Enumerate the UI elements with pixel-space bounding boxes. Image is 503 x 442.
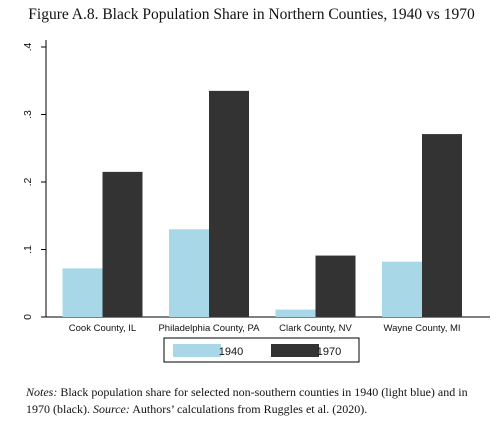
source-text: Authors’ calculations from Ruggles et al… [129,402,368,416]
legend-swatch-1970 [271,344,319,357]
notes-text: Black population share for selected non-… [26,385,468,416]
bar-1940-3 [382,261,422,317]
source-label: Source: [92,402,130,416]
x-tick-label: Philadelphia County, PA [158,323,260,334]
bar-chart: 0 .1 .2 .3 .4 Cook County, IL Philadelphia Co… [22,40,490,363]
figure-notes: Notes: Black population share for select… [26,384,488,418]
bar-1970-1 [209,90,249,317]
y-tick-label: .4 [22,42,34,51]
figure-title: Figure A.8. Black Population Share in No… [28,6,475,23]
legend-box [163,337,360,363]
y-tick-label: 0 [22,314,34,320]
y-tick-label: .3 [22,110,34,119]
x-tick-label: Clark County, NV [279,323,352,334]
bar-1940-0 [62,268,103,317]
bar-1940-2 [275,309,316,317]
y-tick-label: .1 [22,245,34,254]
bar-1940-1 [169,229,209,317]
legend-label-1970: 1970 [317,346,341,358]
bar-1970-3 [422,134,462,317]
legend-label-1940: 1940 [219,346,243,358]
bars [62,90,462,317]
bar-1970-2 [315,255,356,317]
x-tick-labels: Cook County, IL Philadelphia County, PA Cl… [69,323,461,334]
legend-swatch-1940 [173,344,221,357]
y-tick-label: .2 [22,177,34,186]
notes-label: Notes: [26,385,58,399]
x-tick-label: Cook County, IL [69,323,136,334]
legend: 1940 1970 [163,337,360,363]
bar-1970-0 [102,171,143,317]
x-tick-label: Wayne County, MI [383,323,460,334]
